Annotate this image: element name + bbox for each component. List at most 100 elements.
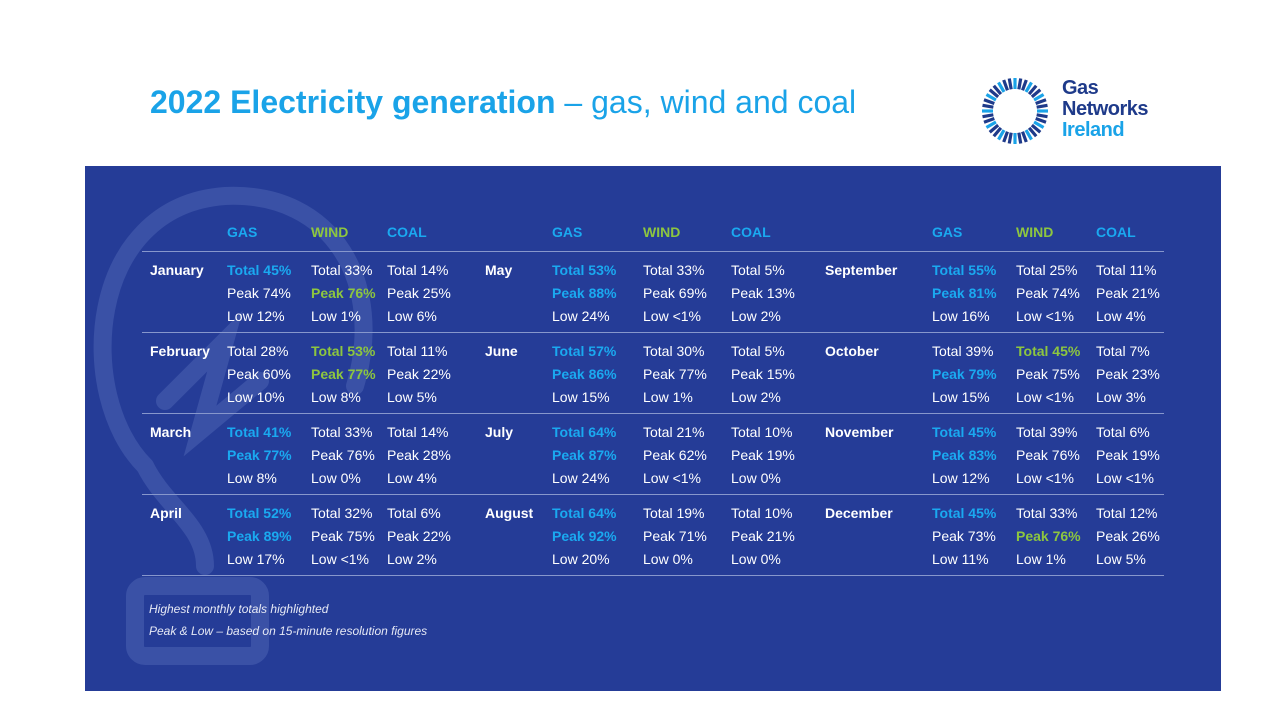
- row-divider: [142, 413, 477, 414]
- coal-value: Low 4%: [1096, 308, 1146, 324]
- logo-dash: [992, 126, 1003, 138]
- coal-value: Peak 21%: [1096, 285, 1160, 301]
- wind-value: Low 8%: [311, 389, 361, 405]
- row-divider: [142, 575, 477, 576]
- wind-value: Low 0%: [643, 551, 693, 567]
- gas-value: Total 57%: [552, 343, 617, 359]
- logo-dash: [1033, 93, 1045, 102]
- logo-dash: [1007, 132, 1013, 144]
- wind-value: Peak 76%: [311, 285, 376, 301]
- coal-value: Low 4%: [387, 470, 437, 486]
- wind-value: Peak 76%: [1016, 447, 1080, 463]
- wind-value: Peak 74%: [1016, 285, 1080, 301]
- title-bold: 2022 Electricity generation: [150, 84, 556, 120]
- row-divider: [142, 251, 477, 252]
- logo-dash: [1035, 117, 1047, 124]
- logo-dash: [1017, 78, 1023, 90]
- row-divider: [817, 251, 1164, 252]
- gas-value: Peak 87%: [552, 447, 617, 463]
- logo-ring-icon: [982, 78, 1048, 144]
- row-divider: [817, 413, 1164, 414]
- logo-dash: [1033, 120, 1045, 129]
- gas-value: Peak 83%: [932, 447, 997, 463]
- header-wind: WIND: [643, 224, 681, 240]
- gas-value: Low 24%: [552, 308, 610, 324]
- wind-value: Low <1%: [1016, 389, 1074, 405]
- logo-dash: [1021, 79, 1028, 91]
- gas-value: Low 10%: [227, 389, 285, 405]
- gas-value: Low 15%: [932, 389, 990, 405]
- gas-value: Total 53%: [552, 262, 617, 278]
- coal-value: Total 10%: [731, 505, 793, 521]
- coal-value: Peak 22%: [387, 366, 451, 382]
- wind-value: Total 33%: [311, 262, 373, 278]
- wind-value: Low 0%: [311, 470, 361, 486]
- wind-value: Peak 75%: [311, 528, 375, 544]
- header-wind: WIND: [311, 224, 349, 240]
- wind-value: Low <1%: [1016, 470, 1074, 486]
- wind-value: Total 45%: [1016, 343, 1081, 359]
- month-label: December: [825, 505, 893, 521]
- coal-value: Low 2%: [731, 389, 781, 405]
- wind-value: Total 33%: [311, 424, 373, 440]
- row-divider: [477, 575, 817, 576]
- logo-dash: [982, 103, 994, 109]
- row-divider: [477, 413, 817, 414]
- logo-dash: [1027, 84, 1038, 96]
- coal-value: Low 2%: [731, 308, 781, 324]
- gas-value: Total 55%: [932, 262, 997, 278]
- gas-value: Low 17%: [227, 551, 285, 567]
- gas-value: Peak 60%: [227, 366, 291, 382]
- logo-dash: [1007, 78, 1013, 90]
- coal-value: Low 0%: [731, 470, 781, 486]
- wind-value: Peak 76%: [311, 447, 375, 463]
- gas-value: Peak 86%: [552, 366, 617, 382]
- coal-value: Low 3%: [1096, 389, 1146, 405]
- row-divider: [142, 494, 477, 495]
- coal-value: Peak 25%: [387, 285, 451, 301]
- gas-value: Low 15%: [552, 389, 610, 405]
- logo-dash: [1036, 113, 1048, 119]
- coal-value: Peak 28%: [387, 447, 451, 463]
- gas-value: Low 12%: [227, 308, 285, 324]
- data-panel: GAS WIND COAL January Total 45% Peak 74% Low 1…: [85, 166, 1221, 691]
- logo-dash: [1030, 88, 1042, 99]
- row-divider: [477, 251, 817, 252]
- coal-value: Peak 19%: [1096, 447, 1160, 463]
- header-coal: COAL: [731, 224, 771, 240]
- coal-value: Total 6%: [387, 505, 441, 521]
- wind-value: Total 19%: [643, 505, 705, 521]
- coal-value: Total 14%: [387, 424, 449, 440]
- wind-value: Low <1%: [1016, 308, 1074, 324]
- gas-networks-ireland-logo: Gas Networks Ireland: [980, 76, 1180, 146]
- coal-value: Low 5%: [1096, 551, 1146, 567]
- coal-value: Total 5%: [731, 343, 785, 359]
- wind-value: Total 53%: [311, 343, 376, 359]
- row-divider: [817, 575, 1164, 576]
- logo-dash: [1002, 79, 1009, 91]
- month-label: June: [485, 343, 518, 359]
- logo-dash: [997, 81, 1006, 93]
- wind-value: Peak 77%: [643, 366, 707, 382]
- coal-value: Low 6%: [387, 308, 437, 324]
- wind-value: Low 1%: [643, 389, 693, 405]
- header-gas: GAS: [932, 224, 963, 240]
- logo-dash: [1027, 126, 1038, 138]
- gas-value: Low 11%: [932, 551, 989, 567]
- wind-value: Total 33%: [643, 262, 705, 278]
- gas-value: Total 28%: [227, 343, 289, 359]
- wind-value: Peak 75%: [1016, 366, 1080, 382]
- logo-line-2: Networks: [1062, 98, 1149, 120]
- month-label: April: [150, 505, 182, 521]
- gas-value: Peak 73%: [932, 528, 996, 544]
- coal-value: Total 11%: [1096, 262, 1157, 278]
- month-label: August: [485, 505, 534, 521]
- coal-value: Peak 19%: [731, 447, 795, 463]
- wind-value: Peak 76%: [1016, 528, 1081, 544]
- gas-value: Total 64%: [552, 505, 617, 521]
- row-divider: [477, 494, 817, 495]
- month-label: January: [150, 262, 204, 278]
- header-coal: COAL: [1096, 224, 1136, 240]
- footnote-peak-low: Peak & Low – based on 15-minute resoluti…: [149, 624, 428, 638]
- title-rest: – gas, wind and coal: [555, 84, 857, 120]
